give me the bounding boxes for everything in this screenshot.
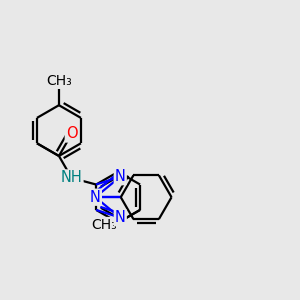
Text: O: O [66, 127, 77, 142]
Text: N: N [90, 190, 101, 205]
Text: CH₃: CH₃ [91, 218, 117, 232]
Text: CH₃: CH₃ [46, 74, 72, 88]
Text: N: N [115, 169, 126, 184]
Text: N: N [115, 210, 126, 225]
Text: NH: NH [61, 170, 82, 185]
